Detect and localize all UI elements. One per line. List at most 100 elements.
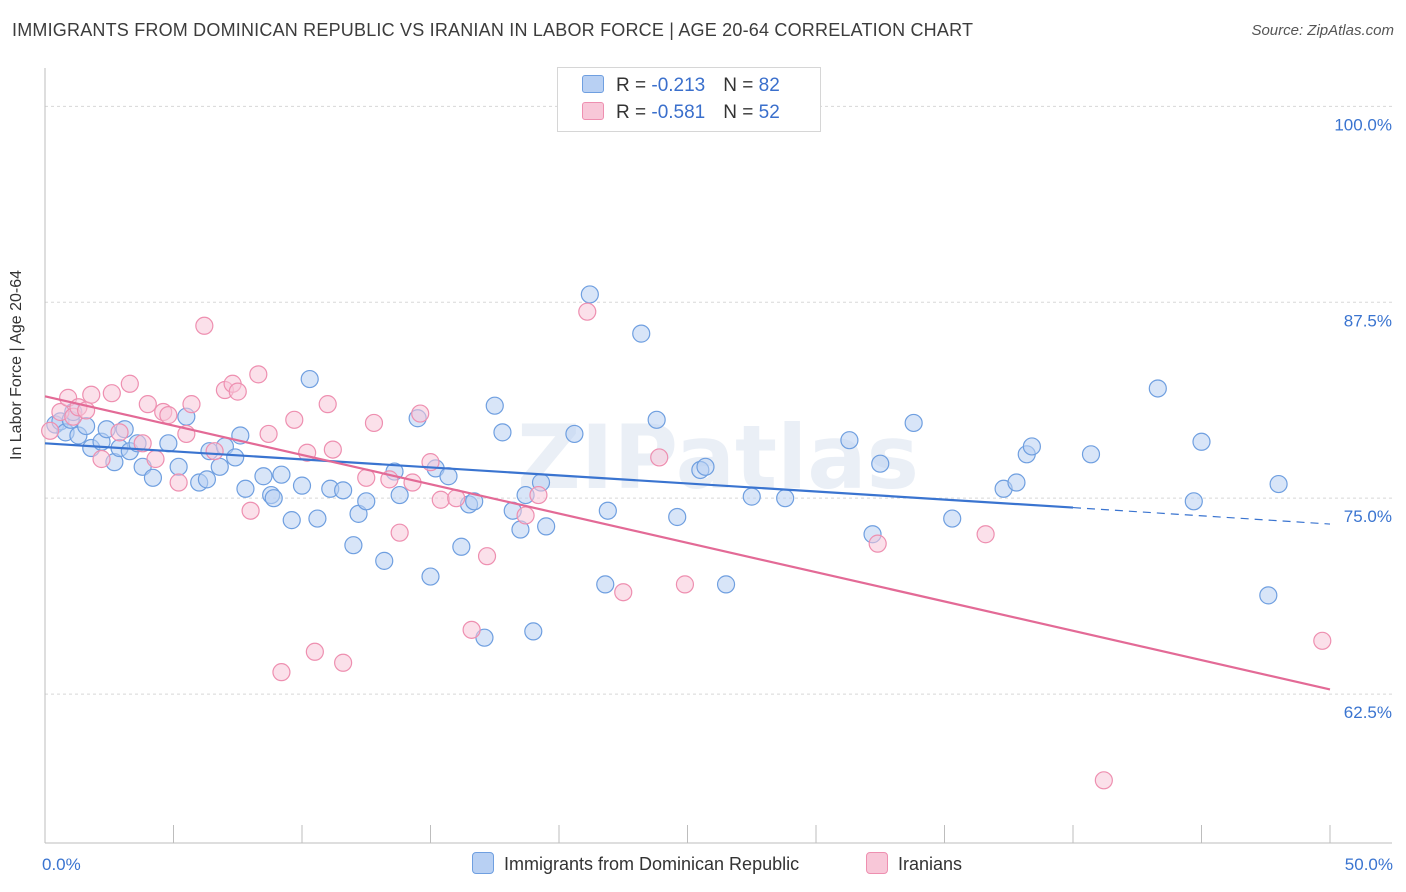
legend-swatch-iranian <box>582 102 604 120</box>
legend-label-iranian: Iranians <box>898 854 963 874</box>
data-point <box>375 551 394 570</box>
y-tick-labels: 62.5% 75.0% 87.5% 100.0% <box>1334 115 1392 722</box>
x-tick-label: 50.0% <box>1345 855 1393 874</box>
data-point <box>529 485 548 505</box>
data-point <box>138 395 157 414</box>
data-point <box>92 449 111 469</box>
data-point <box>647 410 666 429</box>
data-point <box>259 424 278 444</box>
data-point <box>465 492 484 511</box>
legend-row-iranian: R = -0.581 N = 52 <box>582 102 780 126</box>
data-point <box>1094 771 1113 790</box>
legend-r-label: R = <box>616 75 652 96</box>
watermark: ZIPatlas <box>517 406 919 509</box>
data-point <box>452 537 471 556</box>
data-point <box>82 385 101 404</box>
data-point <box>249 365 268 384</box>
series-iranian-points <box>41 302 1332 790</box>
data-point <box>596 575 615 594</box>
legend-r-label: R = <box>616 102 652 123</box>
y-tick-label: 62.5% <box>1344 703 1392 722</box>
data-point <box>308 509 327 528</box>
y-tick-label: 100.0% <box>1334 115 1392 134</box>
data-point <box>524 622 543 641</box>
data-point <box>462 620 481 639</box>
data-point <box>300 369 319 389</box>
data-point <box>146 449 165 469</box>
data-point <box>716 575 736 594</box>
data-point <box>292 476 312 495</box>
data-point <box>840 431 859 450</box>
data-point <box>364 413 384 433</box>
data-point <box>904 413 923 433</box>
data-point <box>133 434 152 453</box>
data-point <box>632 324 651 343</box>
trend-line <box>44 442 1074 509</box>
data-point <box>1007 473 1026 492</box>
source-label: Source: ZipAtlas.com <box>1251 22 1394 39</box>
y-tick-label: 75.0% <box>1344 507 1392 526</box>
data-point <box>1148 379 1167 398</box>
data-point <box>537 517 556 536</box>
legend-n-label: N = <box>723 102 759 123</box>
data-point <box>272 663 291 682</box>
data-point <box>390 523 409 542</box>
legend-n-label: N = <box>723 75 759 96</box>
data-point <box>431 490 450 509</box>
data-point <box>344 536 363 555</box>
data-point <box>205 442 224 461</box>
axes <box>44 68 1392 844</box>
data-point <box>614 583 633 602</box>
data-point <box>1192 432 1211 451</box>
data-point <box>477 547 497 566</box>
data-point <box>421 567 440 586</box>
legend-row-dominican: R = -0.213 N = 82 <box>582 75 780 99</box>
legend-n-value: 82 <box>758 75 780 96</box>
data-point <box>565 424 584 444</box>
data-point <box>41 421 60 440</box>
data-point <box>241 501 260 520</box>
data-point <box>236 479 255 498</box>
data-point <box>516 506 535 525</box>
data-point <box>493 423 512 442</box>
data-point <box>182 395 201 414</box>
data-point <box>1081 445 1101 464</box>
data-point <box>1184 492 1203 511</box>
data-point <box>159 406 178 425</box>
data-point <box>776 489 795 508</box>
data-point <box>598 501 617 520</box>
data-point <box>650 448 669 467</box>
data-point <box>285 410 304 429</box>
data-point <box>1269 474 1288 494</box>
legend-label-dominican: Immigrants from Dominican Republic <box>504 854 800 874</box>
data-point <box>323 440 342 459</box>
trend-lines <box>44 395 1331 691</box>
chart-title: IMMIGRANTS FROM DOMINICAN REPUBLIC VS IR… <box>12 20 974 40</box>
data-point <box>197 470 217 489</box>
data-point <box>439 467 458 486</box>
data-point <box>1022 437 1041 456</box>
legend-item-dominican: Immigrants from Dominican Republic <box>472 852 799 875</box>
legend-n-value: 52 <box>758 102 780 123</box>
data-point <box>110 423 129 442</box>
data-point <box>580 285 599 304</box>
legend-item-iranian: Iranians <box>866 852 962 875</box>
data-point <box>976 525 995 544</box>
data-point <box>578 302 597 321</box>
data-point <box>282 511 301 530</box>
correlation-legend: R = -0.213 N = 82 R = -0.581 N = 52 <box>557 67 821 132</box>
y-tick-label: 87.5% <box>1344 311 1392 330</box>
data-point <box>102 384 121 403</box>
legend-r-value: -0.213 <box>651 75 706 96</box>
legend-r-value: -0.581 <box>651 102 706 123</box>
data-point <box>411 404 430 423</box>
legend-swatch-dominican <box>582 75 604 93</box>
data-point <box>228 382 247 401</box>
data-point <box>357 492 376 511</box>
legend-swatch-dominican <box>472 852 494 874</box>
data-point <box>1259 586 1278 605</box>
data-point <box>871 454 890 473</box>
data-point <box>159 434 178 453</box>
gridlines <box>45 105 1392 695</box>
data-point <box>334 653 353 672</box>
